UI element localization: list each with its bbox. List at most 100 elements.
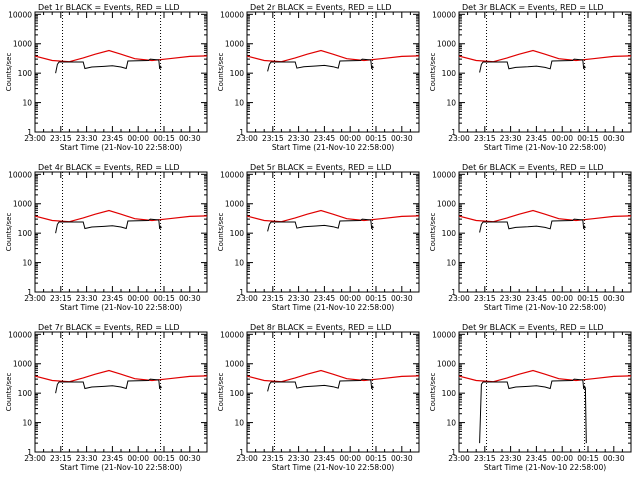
x-tick-label: 00:30 (391, 134, 413, 143)
x-tick-label: 00:15 (365, 294, 387, 303)
x-tick-label: 00:30 (391, 294, 413, 303)
lld-series-line (458, 49, 632, 63)
events-series-line (479, 378, 587, 444)
x-tick-label: 00:15 (153, 134, 175, 143)
x-tick-label: 23:45 (526, 134, 548, 143)
y-tick-label: 10000 (8, 10, 32, 19)
lld-series-line (34, 369, 208, 383)
x-tick-label: 23:15 (262, 454, 284, 463)
x-tick-label: 23:00 (24, 134, 46, 143)
y-tick-label: 10 (446, 99, 456, 108)
y-tick-label: 1000 (437, 40, 456, 49)
lld-series-line (246, 49, 420, 63)
x-tick-label: 23:30 (500, 454, 522, 463)
x-tick-label: 23:15 (50, 294, 72, 303)
plot-frame (246, 11, 420, 133)
lld-series-line (458, 209, 632, 223)
x-tick-label: 00:00 (127, 294, 149, 303)
events-series-line (267, 378, 374, 392)
y-tick-label: 100 (18, 389, 33, 398)
panel-2: Det 2r BLACK = Events, RED = LLD 1 10 100 10… (217, 3, 420, 152)
x-tick-label: 00:30 (179, 294, 201, 303)
x-tick-label: 00:00 (339, 454, 361, 463)
y-tick-label: 10 (234, 99, 244, 108)
x-tick-label: 23:45 (102, 294, 124, 303)
x-tick-label: 00:15 (577, 134, 599, 143)
events-series-line (55, 378, 162, 394)
x-tick-label: 23:30 (500, 134, 522, 143)
y-axis-title: Counts/sec (429, 213, 437, 252)
y-tick-label: 1000 (437, 360, 456, 369)
x-axis-title: Start Time (21-Nov-10 22:58:00) (60, 463, 182, 472)
x-tick-label: 00:30 (179, 134, 201, 143)
x-tick-label: 23:45 (314, 294, 336, 303)
y-tick-label: 100 (442, 389, 457, 398)
x-tick-label: 00:15 (365, 454, 387, 463)
x-tick-label: 23:00 (24, 454, 46, 463)
x-tick-label: 00:15 (577, 454, 599, 463)
panel-title: Det 1r BLACK = Events, RED = LLD (38, 3, 180, 12)
lld-series-line (246, 369, 420, 383)
x-tick-label: 00:15 (365, 134, 387, 143)
panel-8: Det 8r BLACK = Events, RED = LLD 1 10 100 10… (217, 323, 420, 472)
y-tick-label: 1000 (13, 360, 32, 369)
events-series-line (267, 218, 374, 232)
x-axis-title: Start Time (21-Nov-10 22:58:00) (60, 303, 182, 312)
y-axis-title: Counts/sec (5, 373, 13, 412)
events-series-line (479, 58, 586, 73)
x-tick-label: 00:15 (577, 294, 599, 303)
panel-5: Det 5r BLACK = Events, RED = LLD 1 10 100 10… (217, 163, 420, 312)
y-axis-title: Counts/sec (5, 53, 13, 92)
x-tick-label: 00:00 (551, 294, 573, 303)
panel-6: Det 6r BLACK = Events, RED = LLD 1 10 100 10… (429, 163, 632, 312)
x-tick-label: 00:30 (603, 134, 625, 143)
panel-7: Det 7r BLACK = Events, RED = LLD 1 10 100 10… (5, 323, 208, 472)
x-tick-label: 23:30 (500, 294, 522, 303)
x-tick-label: 23:00 (448, 134, 470, 143)
y-tick-label: 1 (239, 128, 244, 137)
y-tick-label: 1 (27, 128, 32, 137)
y-tick-label: 100 (442, 229, 457, 238)
y-tick-label: 1 (27, 288, 32, 297)
x-tick-label: 00:00 (127, 134, 149, 143)
y-tick-label: 100 (18, 69, 33, 78)
x-axis-title: Start Time (21-Nov-10 22:58:00) (272, 143, 394, 152)
y-axis-title: Counts/sec (217, 53, 225, 92)
x-tick-label: 23:00 (236, 454, 258, 463)
plot-frame (458, 11, 632, 133)
x-tick-label: 00:00 (551, 134, 573, 143)
y-tick-label: 100 (230, 69, 245, 78)
x-tick-label: 00:00 (339, 294, 361, 303)
x-tick-label: 23:00 (236, 134, 258, 143)
plot-frame (458, 171, 632, 293)
x-tick-label: 23:30 (76, 294, 98, 303)
x-tick-label: 23:30 (288, 134, 310, 143)
y-tick-label: 1 (239, 448, 244, 457)
plot-frame (458, 331, 632, 453)
x-axis-title: Start Time (21-Nov-10 22:58:00) (484, 303, 606, 312)
x-tick-label: 00:30 (179, 454, 201, 463)
x-tick-label: 23:45 (314, 454, 336, 463)
x-tick-label: 00:30 (603, 454, 625, 463)
panel-title: Det 2r BLACK = Events, RED = LLD (250, 3, 392, 12)
y-tick-label: 1000 (225, 360, 244, 369)
panel-3: Det 3r BLACK = Events, RED = LLD 1 10 100 10… (429, 3, 632, 152)
plot-frame (34, 11, 208, 133)
y-tick-label: 100 (230, 389, 245, 398)
plot-frame (34, 171, 208, 293)
events-series-line (55, 218, 162, 234)
events-series-line (479, 218, 586, 233)
y-axis-title: Counts/sec (217, 213, 225, 252)
y-tick-label: 100 (18, 229, 33, 238)
panel-title: Det 5r BLACK = Events, RED = LLD (250, 163, 392, 172)
x-tick-label: 23:15 (50, 134, 72, 143)
y-axis-title: Counts/sec (429, 53, 437, 92)
y-tick-label: 10 (22, 99, 32, 108)
x-tick-label: 23:15 (50, 454, 72, 463)
y-tick-label: 1000 (225, 40, 244, 49)
events-series-line (267, 58, 374, 72)
y-tick-label: 100 (230, 229, 245, 238)
y-tick-label: 10 (22, 259, 32, 268)
y-tick-label: 10000 (432, 330, 456, 339)
